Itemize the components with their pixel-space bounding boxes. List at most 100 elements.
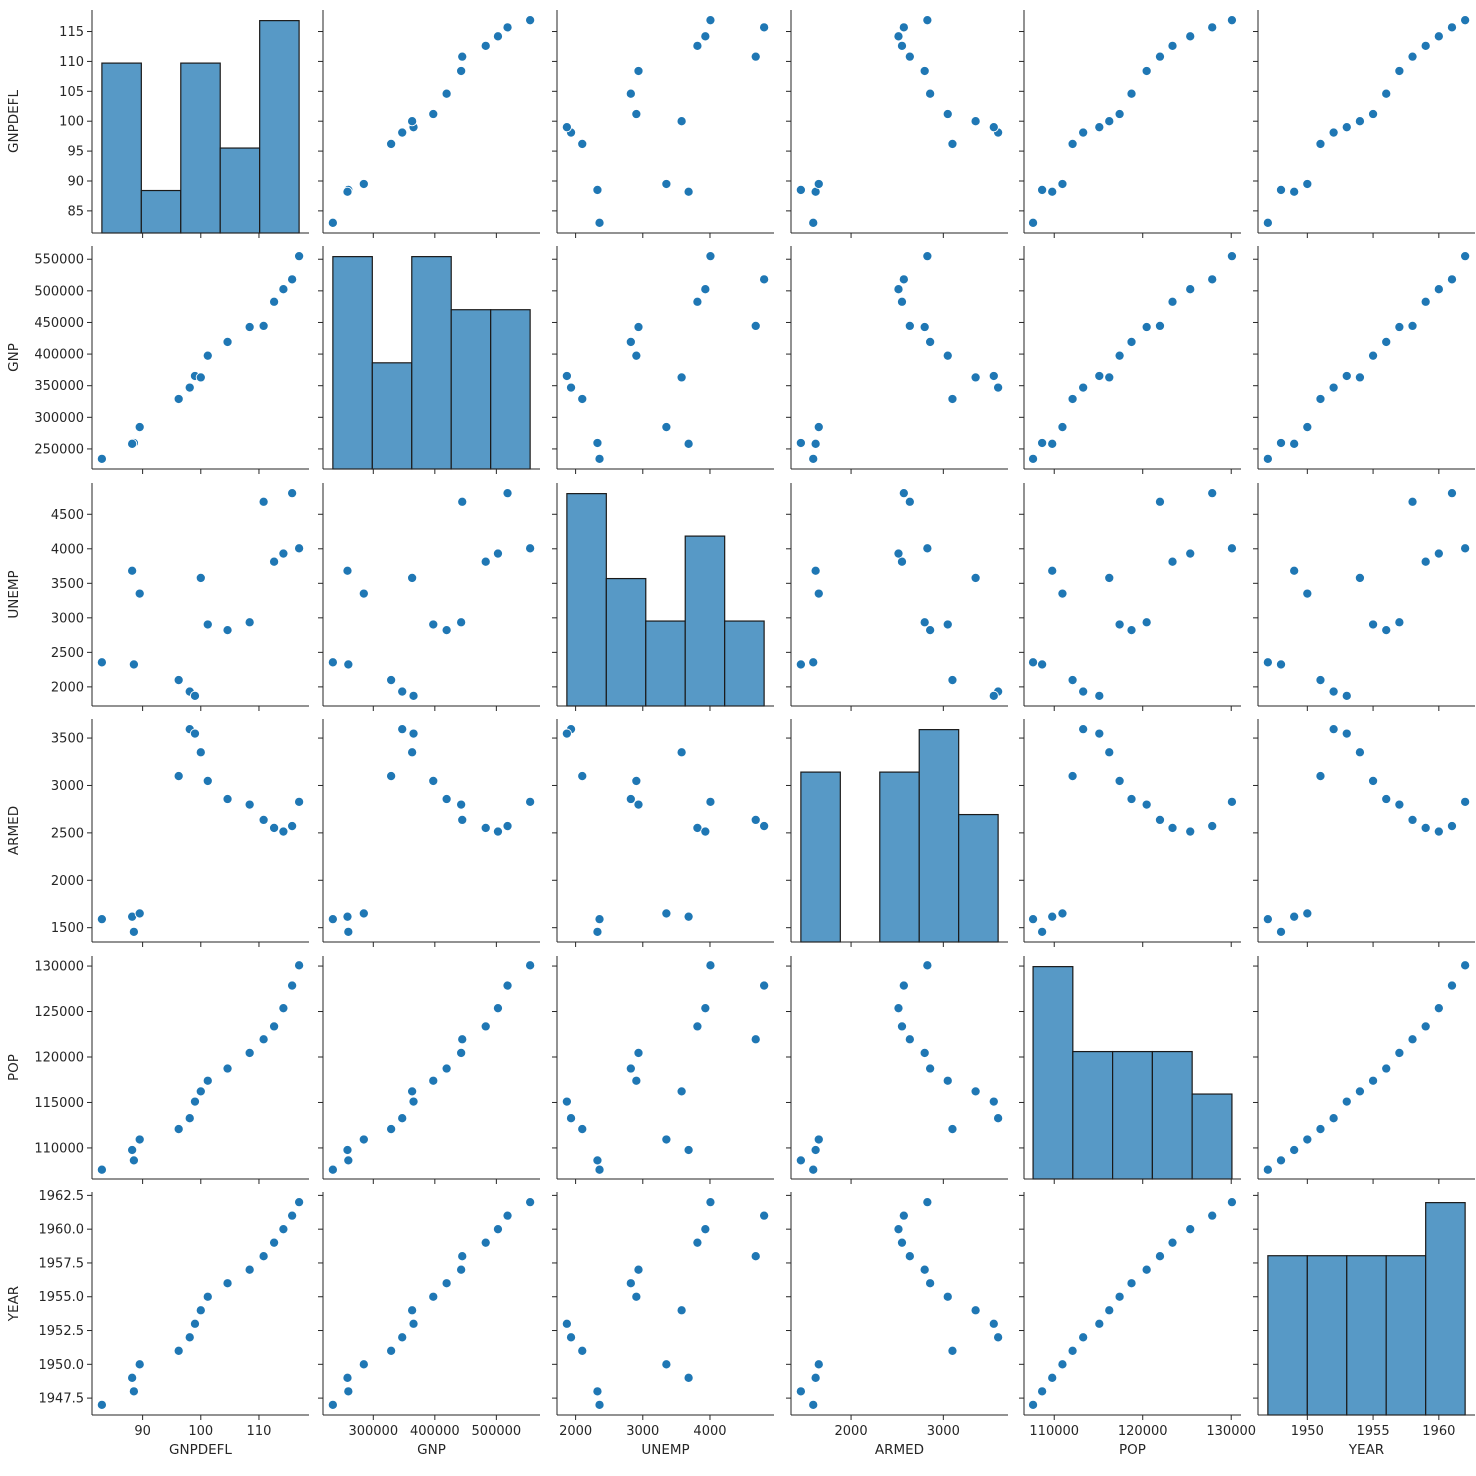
hist-bar-year-5 (1425, 1202, 1466, 1416)
panel-gnp-vs-year (1253, 246, 1475, 474)
point-pop-vs-year-1955 (1368, 1075, 1379, 1086)
y-tick-label-year: 1947.5 (39, 1392, 85, 1407)
panel-gnpdefl-vs-pop (1019, 10, 1241, 238)
point-gnpdefl-vs-unemp-1951 (577, 138, 588, 149)
point-gnp-vs-armed-1954 (970, 372, 981, 383)
point-armed-vs-pop-1952 (1078, 724, 1089, 735)
point-armed-vs-pop-1950 (1057, 908, 1068, 919)
point-year-vs-pop-1959 (1167, 1237, 1178, 1248)
point-year-vs-armed-1960 (893, 1224, 904, 1235)
point-gnp-vs-unemp-1955 (631, 350, 642, 361)
panel-gnp-vs-pop (1019, 246, 1241, 474)
hist-bar-pop-5 (1191, 1093, 1233, 1180)
point-gnpdefl-vs-pop-1947 (1028, 217, 1039, 228)
point-pop-vs-gnpdefl-1959 (269, 1021, 280, 1032)
point-year-vs-armed-1950 (813, 1359, 824, 1370)
point-unemp-vs-pop-1949 (1047, 565, 1058, 576)
point-unemp-vs-year-1948 (1275, 659, 1287, 670)
point-year-vs-gnpdefl-1960 (278, 1224, 289, 1235)
point-gnpdefl-vs-unemp-1954 (676, 116, 687, 127)
point-gnpdefl-vs-gnp-1959 (480, 40, 491, 51)
point-unemp-vs-gnp-1958 (457, 496, 468, 507)
y-tick-label-gnp: 500000 (34, 284, 84, 299)
x-tick-label-year: 1950 (1291, 1424, 1324, 1439)
point-unemp-vs-pop-1959 (1167, 556, 1178, 567)
y-tick-label-gnpdefl: 95 (67, 145, 84, 160)
point-gnp-vs-gnpdefl-1955 (202, 350, 213, 361)
panel-armed-vs-gnpdefl: 1500 2000 2500 3000 3500 (51, 719, 309, 947)
point-unemp-vs-armed-1947 (808, 657, 819, 668)
point-gnpdefl-vs-unemp-1947 (594, 217, 605, 228)
point-gnp-vs-unemp-1962 (705, 251, 716, 262)
point-armed-vs-gnp-1956 (441, 793, 452, 805)
point-year-vs-unemp-1962 (705, 1197, 716, 1208)
point-year-vs-unemp-1949 (683, 1372, 694, 1383)
point-pop-vs-unemp-1961 (759, 980, 770, 991)
point-gnp-vs-year-1950 (1302, 422, 1313, 433)
panel-gnp-vs-gnp (318, 246, 540, 474)
point-gnpdefl-vs-unemp-1962 (705, 15, 716, 26)
point-gnp-vs-year-1947 (1262, 453, 1273, 464)
point-unemp-vs-armed-1961 (898, 488, 909, 499)
point-year-vs-pop-1951 (1067, 1345, 1078, 1356)
point-gnp-vs-pop-1952 (1078, 382, 1089, 393)
point-pop-vs-armed-1959 (896, 1021, 908, 1032)
point-year-vs-gnpdefl-1958 (258, 1251, 269, 1262)
point-unemp-vs-year-1957 (1394, 617, 1405, 628)
point-gnp-vs-armed-1960 (893, 284, 904, 295)
point-unemp-vs-gnpdefl-1959 (269, 556, 280, 567)
point-gnpdefl-vs-year-1958 (1407, 51, 1418, 62)
point-gnp-vs-gnpdefl-1959 (269, 296, 280, 307)
point-year-vs-pop-1948 (1037, 1386, 1048, 1397)
point-armed-vs-pop-1959 (1167, 822, 1178, 833)
point-year-vs-pop-1957 (1141, 1264, 1152, 1275)
point-pop-vs-armed-1950 (813, 1134, 824, 1145)
point-year-vs-pop-1956 (1126, 1278, 1137, 1289)
point-year-vs-gnpdefl-1956 (222, 1278, 233, 1289)
point-gnpdefl-vs-armed-1959 (896, 40, 908, 51)
point-unemp-vs-gnpdefl-1955 (202, 619, 213, 630)
x-axis-label-pop: POP (1119, 1442, 1146, 1458)
point-gnp-vs-gnpdefl-1950 (134, 422, 145, 433)
point-gnpdefl-vs-armed-1955 (942, 108, 953, 120)
point-gnp-vs-year-1959 (1420, 296, 1431, 307)
x-tick-label-year: 1960 (1422, 1424, 1455, 1439)
point-gnp-vs-unemp-1956 (625, 336, 636, 348)
point-pop-vs-year-1947 (1262, 1164, 1273, 1175)
point-gnp-vs-unemp-1952 (565, 382, 577, 393)
hist-bar-gnp-5 (490, 309, 531, 470)
point-unemp-vs-pop-1951 (1067, 674, 1078, 686)
point-armed-vs-pop-1960 (1185, 826, 1196, 837)
panel-gnpdefl-vs-unemp (552, 10, 774, 238)
point-gnpdefl-vs-year-1948 (1275, 184, 1287, 196)
point-gnp-vs-gnpdefl-1960 (278, 284, 289, 295)
point-pop-vs-year-1960 (1433, 1003, 1444, 1014)
point-unemp-vs-pop-1954 (1104, 572, 1115, 583)
point-pop-vs-unemp-1952 (565, 1113, 577, 1124)
point-gnpdefl-vs-armed-1962 (922, 15, 933, 26)
point-armed-vs-gnpdefl-1951 (173, 771, 184, 782)
point-unemp-vs-gnp-1951 (386, 674, 397, 686)
point-unemp-vs-gnpdefl-1956 (222, 625, 233, 636)
point-pop-vs-gnpdefl-1961 (287, 980, 298, 991)
point-gnpdefl-vs-year-1956 (1381, 88, 1392, 99)
point-gnpdefl-vs-armed-1948 (795, 184, 806, 196)
panel-pop-vs-pop (1019, 956, 1241, 1184)
point-unemp-vs-pop-1958 (1154, 496, 1166, 507)
point-gnpdefl-vs-unemp-1957 (633, 65, 644, 77)
hist-bar-armed-3 (879, 771, 920, 943)
x-tick-label-armed: 3000 (927, 1424, 960, 1439)
point-unemp-vs-armed-1958 (904, 496, 915, 507)
point-pop-vs-armed-1949 (810, 1144, 821, 1156)
point-armed-vs-pop-1956 (1126, 793, 1137, 805)
x-tick-label-pop: 130000 (1206, 1424, 1256, 1439)
point-unemp-vs-gnpdefl-1951 (173, 674, 184, 686)
point-unemp-vs-gnp-1950 (358, 588, 369, 599)
point-gnpdefl-vs-pop-1950 (1057, 178, 1068, 190)
point-gnpdefl-vs-unemp-1959 (692, 40, 703, 51)
point-year-vs-gnpdefl-1954 (195, 1305, 206, 1316)
point-year-vs-gnp-1956 (441, 1278, 452, 1289)
point-armed-vs-gnp-1947 (327, 914, 338, 925)
point-gnp-vs-unemp-1953 (561, 370, 572, 382)
